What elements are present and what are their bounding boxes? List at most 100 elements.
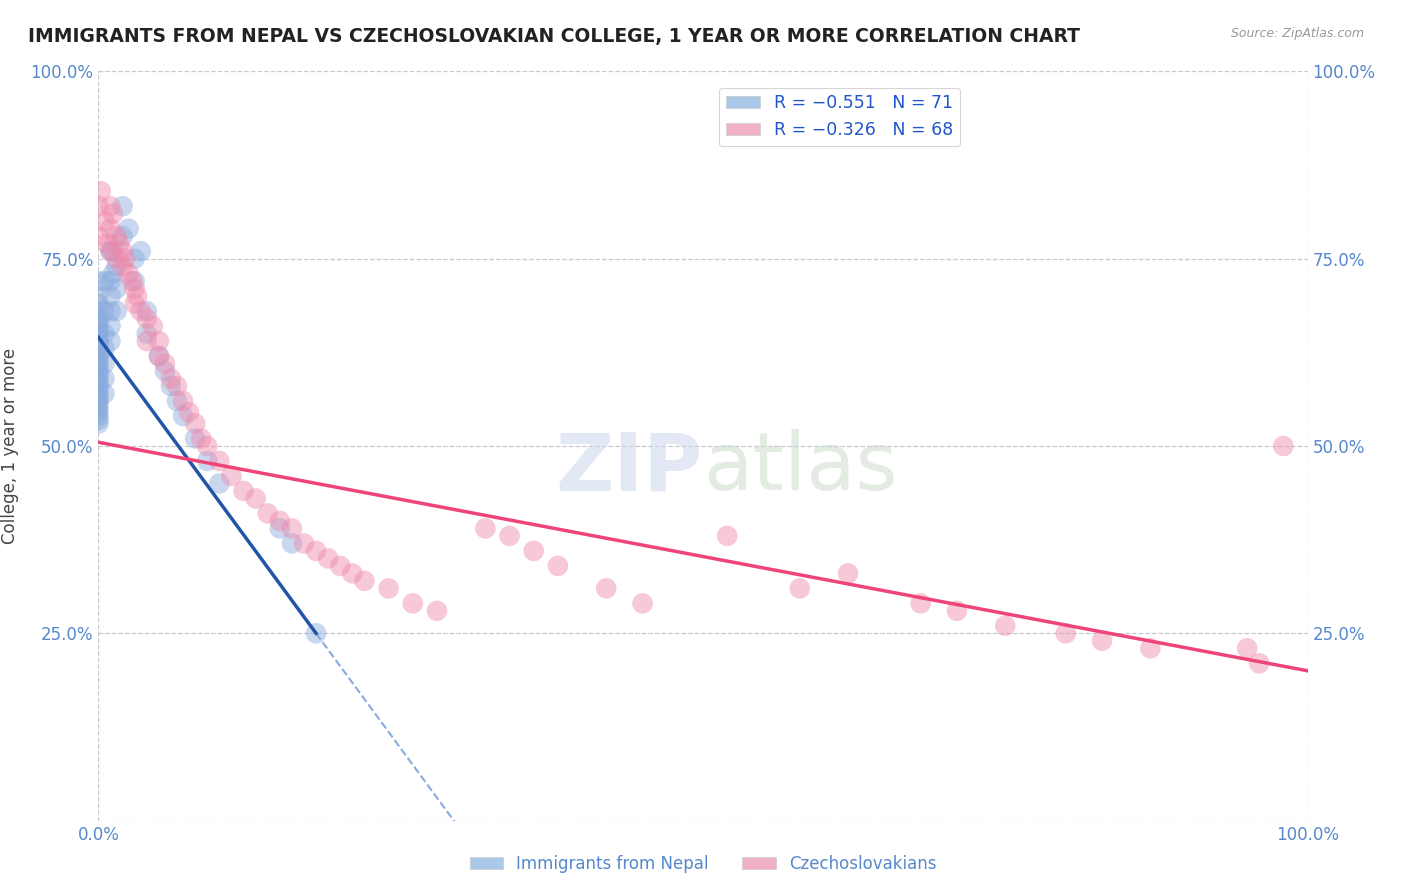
Point	[129, 304, 152, 318]
Point	[105, 252, 128, 266]
Point	[342, 566, 364, 581]
Point	[837, 566, 859, 581]
Point	[111, 229, 134, 244]
Point	[305, 544, 328, 558]
Point	[148, 334, 170, 348]
Point	[221, 469, 243, 483]
Point	[172, 394, 194, 409]
Point	[148, 349, 170, 363]
Point	[292, 536, 315, 550]
Point	[124, 252, 146, 266]
Point	[87, 330, 110, 344]
Point	[105, 304, 128, 318]
Point	[1054, 626, 1077, 640]
Point	[160, 379, 183, 393]
Point	[195, 454, 218, 468]
Point	[93, 371, 115, 385]
Point	[87, 274, 110, 288]
Point	[87, 386, 110, 401]
Point	[87, 417, 110, 431]
Point	[142, 319, 165, 334]
Point	[87, 304, 110, 318]
Point	[111, 244, 134, 259]
Point	[426, 604, 449, 618]
Point	[305, 626, 328, 640]
Point	[87, 345, 110, 359]
Point	[87, 296, 110, 310]
Point	[281, 536, 304, 550]
Point	[87, 342, 110, 356]
Point	[100, 334, 122, 348]
Point	[87, 289, 110, 303]
Point	[1091, 633, 1114, 648]
Point	[184, 417, 207, 431]
Point	[87, 326, 110, 341]
Point	[101, 207, 124, 221]
Point	[269, 521, 291, 535]
Point	[1249, 657, 1271, 671]
Point	[87, 360, 110, 375]
Text: ZIP: ZIP	[555, 429, 703, 508]
Point	[87, 398, 110, 412]
Point	[789, 582, 811, 596]
Point	[105, 259, 128, 273]
Point	[118, 221, 141, 235]
Point	[153, 364, 176, 378]
Point	[1236, 641, 1258, 656]
Point	[100, 221, 122, 235]
Legend: R = −0.551   N = 71, R = −0.326   N = 68: R = −0.551 N = 71, R = −0.326 N = 68	[718, 87, 960, 146]
Point	[195, 439, 218, 453]
Point	[946, 604, 969, 618]
Point	[208, 476, 231, 491]
Point	[87, 368, 110, 382]
Point	[87, 338, 110, 352]
Point	[87, 319, 110, 334]
Point	[256, 507, 278, 521]
Point	[100, 244, 122, 259]
Point	[245, 491, 267, 506]
Point	[87, 311, 110, 326]
Point	[87, 334, 110, 348]
Point	[402, 596, 425, 610]
Point	[160, 371, 183, 385]
Point	[100, 274, 122, 288]
Point	[135, 304, 157, 318]
Point	[87, 413, 110, 427]
Point	[87, 199, 110, 213]
Point	[179, 405, 201, 419]
Point	[96, 236, 118, 251]
Point	[631, 596, 654, 610]
Point	[232, 483, 254, 498]
Point	[114, 252, 136, 266]
Point	[129, 244, 152, 259]
Text: IMMIGRANTS FROM NEPAL VS CZECHOSLOVAKIAN COLLEGE, 1 YEAR OR MORE CORRELATION CHA: IMMIGRANTS FROM NEPAL VS CZECHOSLOVAKIAN…	[28, 27, 1080, 45]
Legend: Immigrants from Nepal, Czechoslovakians: Immigrants from Nepal, Czechoslovakians	[463, 848, 943, 880]
Point	[100, 244, 122, 259]
Point	[208, 454, 231, 468]
Point	[148, 349, 170, 363]
Point	[316, 551, 339, 566]
Point	[547, 558, 569, 573]
Point	[498, 529, 520, 543]
Point	[1139, 641, 1161, 656]
Point	[87, 315, 110, 329]
Point	[1272, 439, 1295, 453]
Point	[87, 401, 110, 416]
Point	[353, 574, 375, 588]
Point	[101, 267, 124, 281]
Point	[87, 364, 110, 378]
Point	[108, 236, 131, 251]
Point	[87, 405, 110, 419]
Point	[93, 342, 115, 356]
Point	[127, 289, 149, 303]
Point	[87, 409, 110, 423]
Point	[124, 282, 146, 296]
Point	[281, 521, 304, 535]
Point	[100, 319, 122, 334]
Point	[994, 619, 1017, 633]
Point	[93, 386, 115, 401]
Point	[523, 544, 546, 558]
Point	[93, 304, 115, 318]
Point	[172, 409, 194, 423]
Point	[166, 394, 188, 409]
